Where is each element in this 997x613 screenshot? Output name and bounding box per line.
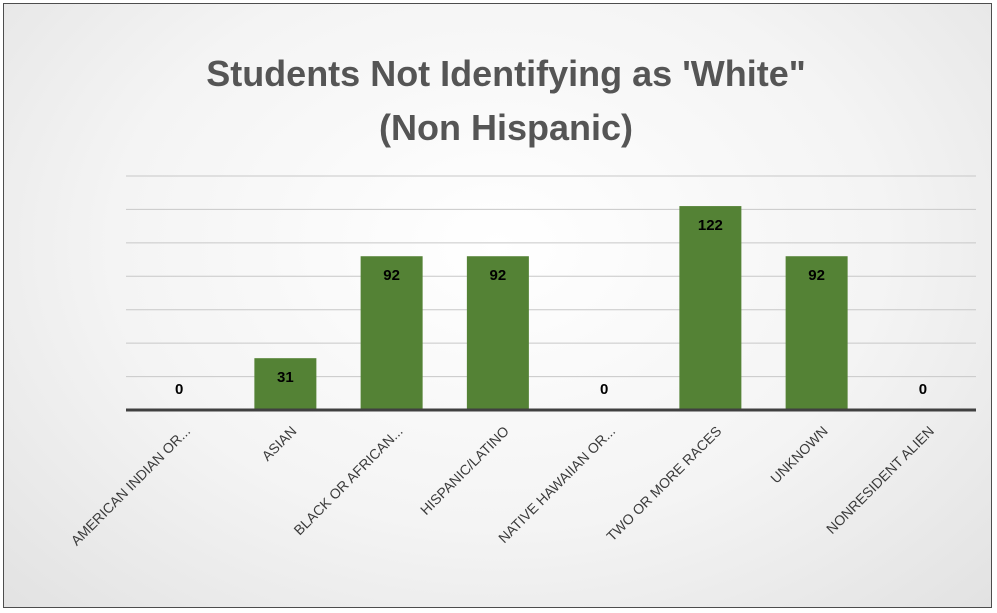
bar: [254, 358, 317, 410]
chart-title-line-1: Students Not Identifying as 'White": [206, 53, 806, 94]
data-label: 122: [698, 217, 723, 234]
data-label: 0: [175, 381, 183, 398]
data-label: 92: [808, 267, 825, 284]
data-label: 0: [600, 381, 608, 398]
x-tick-label: NONRESIDENT ALIEN: [823, 423, 937, 537]
x-tick-label: AMERICAN INDIAN OR...: [68, 423, 194, 549]
x-tick-label: TWO OR MORE RACES: [603, 423, 724, 544]
bar: [360, 256, 423, 410]
chart-title-line-2: (Non Hispanic): [379, 107, 633, 148]
x-tick-label: HISPANIC/LATINO: [417, 423, 512, 518]
x-tick-label: ASIAN: [258, 423, 299, 464]
data-label: 92: [383, 267, 400, 284]
data-label: 31: [277, 369, 294, 386]
data-labels: 0 31 92 92 0 122 92 0: [175, 217, 927, 398]
bars: [254, 206, 848, 410]
bar: [466, 256, 529, 410]
data-label: 0: [919, 381, 927, 398]
x-tick-label: UNKNOWN: [767, 423, 831, 487]
bar: [785, 256, 848, 410]
data-label: 92: [490, 267, 507, 284]
bar: [679, 206, 742, 410]
x-tick-label: NATIVE HAWAIIAN OR...: [495, 423, 618, 546]
x-tick-label: BLACK OR AFRICAN...: [290, 423, 405, 538]
gridlines: [126, 175, 976, 378]
